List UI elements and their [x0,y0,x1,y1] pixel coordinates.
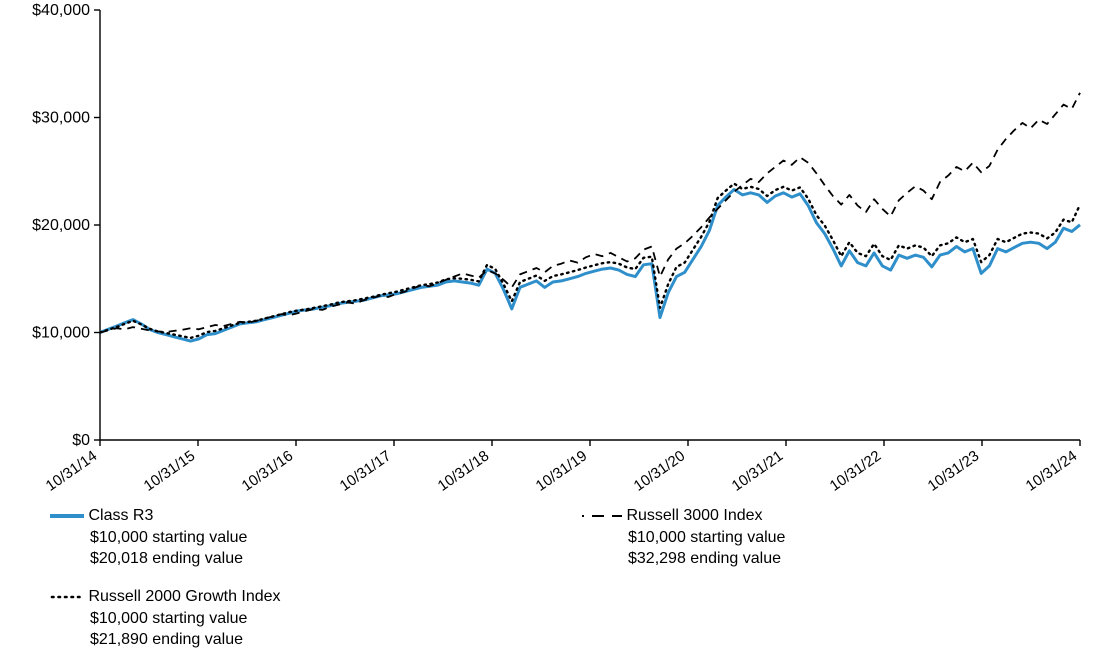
legend-entry-class-r3: Class R3 $10,000 starting value $20,018 … [50,505,247,570]
y-tick-label: $0 [72,432,90,449]
legend-title: Russell 2000 Growth Index [88,588,280,605]
legend-entry-russell-3000: Russell 3000 Index $10,000 starting valu… [580,505,785,570]
x-tick-label: 10/31/17 [337,447,395,494]
x-tick-label: 10/31/24 [1023,447,1081,494]
legend-entry-russell-2000-growth: Russell 2000 Growth Index $10,000 starti… [50,586,281,651]
y-tick-label: $20,000 [32,217,90,234]
series-russell_3000 [100,93,1080,333]
legend-sub2: $21,890 ending value [90,629,281,651]
x-tick-label: 10/31/18 [435,447,493,494]
x-tick-label: 10/31/20 [631,447,689,494]
x-tick-label: 10/31/15 [141,447,199,494]
legend-title: Russell 3000 Index [626,507,762,524]
x-tick-label: 10/31/22 [827,447,885,494]
x-tick-label: 10/31/14 [43,447,101,494]
legend-sub1: $10,000 starting value [90,608,281,630]
legend-swatch-russell-3000 [580,509,622,523]
y-tick-label: $30,000 [32,110,90,127]
y-tick-label: $40,000 [32,2,90,19]
legend-sub1: $10,000 starting value [90,527,247,549]
x-tick-label: 10/31/21 [729,447,787,494]
legend-swatch-russell-2000-growth [50,590,84,604]
series-russell_2000_growth [100,184,1080,338]
growth-of-10k-chart: $0 $10,000 $20,000 $30,000 $40,000 10/31/14 10… [0,0,1100,653]
legend-sub1: $10,000 starting value [628,527,785,549]
x-tick-label: 10/31/19 [533,447,591,494]
x-tick-label: 10/31/16 [239,447,297,494]
y-tick-label: $10,000 [32,325,90,342]
x-tick-label: 10/31/23 [925,447,983,494]
legend-sub2: $20,018 ending value [90,548,247,570]
legend-swatch-class-r3 [50,509,84,523]
legend-sub2: $32,298 ending value [628,548,785,570]
legend-title: Class R3 [88,507,153,524]
